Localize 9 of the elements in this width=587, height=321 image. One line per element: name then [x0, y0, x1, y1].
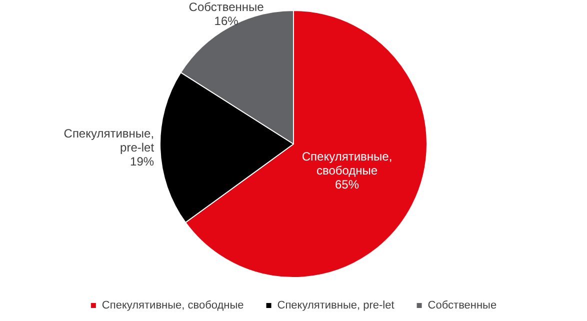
slice-label: Спекулятивные, pre-let [64, 126, 155, 155]
slice-label: Собственные [188, 0, 264, 14]
data-label: 16% [214, 14, 239, 28]
slice-label: Спекулятивные, свободные [302, 150, 392, 178]
legend-label: Спекулятивные, свободные [102, 300, 244, 312]
legend-label: Спекулятивные, pre-let [277, 300, 394, 312]
data-label: 19% [130, 154, 154, 169]
data-label: 65% [335, 178, 360, 192]
legend-label: Собственные [428, 300, 497, 312]
